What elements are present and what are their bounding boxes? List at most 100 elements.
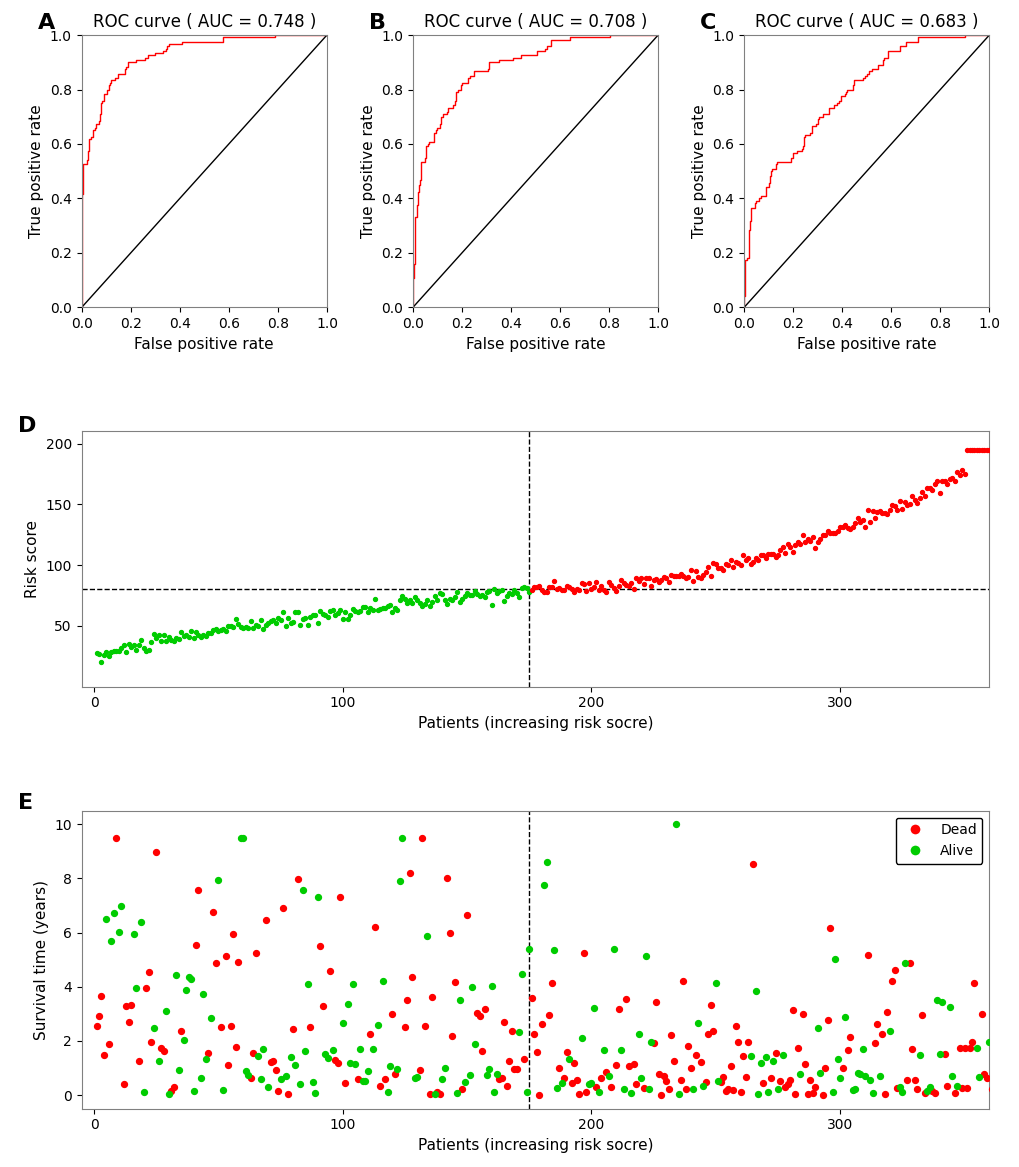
Point: [374, 972, 390, 991]
Point: [300, 974, 316, 993]
Point: [448, 1083, 465, 1102]
Point: [899, 496, 915, 515]
Point: [739, 548, 755, 567]
Point: [735, 1047, 751, 1065]
Point: [324, 1041, 340, 1060]
Point: [441, 923, 458, 942]
Point: [891, 491, 907, 510]
Point: [868, 503, 884, 522]
Point: [973, 1005, 989, 1023]
Point: [180, 967, 197, 986]
Point: [469, 585, 485, 603]
Point: [185, 1082, 202, 1100]
Point: [334, 1014, 351, 1033]
Point: [141, 641, 157, 659]
Point: [146, 624, 162, 643]
Point: [203, 624, 219, 643]
Point: [680, 1037, 696, 1056]
Point: [94, 652, 110, 671]
Point: [849, 509, 865, 527]
Point: [282, 1048, 299, 1067]
Point: [277, 1067, 293, 1085]
Point: [384, 1005, 400, 1023]
Point: [717, 554, 734, 573]
Text: B: B: [368, 13, 385, 33]
Point: [272, 1070, 288, 1089]
Point: [610, 1000, 627, 1019]
Point: [804, 527, 820, 546]
Point: [752, 1054, 768, 1072]
Point: [359, 1062, 375, 1081]
Point: [941, 469, 957, 488]
Point: [227, 610, 244, 629]
Point: [839, 1041, 855, 1060]
Point: [828, 1049, 845, 1068]
Point: [560, 578, 577, 596]
Point: [894, 499, 910, 518]
Point: [600, 573, 616, 592]
Point: [386, 1065, 403, 1084]
Point: [913, 1006, 929, 1025]
Point: [384, 602, 400, 621]
Point: [970, 1068, 986, 1086]
Point: [248, 616, 264, 635]
Point: [963, 1033, 979, 1051]
Point: [607, 581, 624, 600]
Point: [222, 616, 238, 635]
Point: [434, 1070, 450, 1089]
Point: [491, 582, 507, 601]
Point: [889, 1078, 905, 1097]
Point: [113, 896, 129, 915]
Point: [752, 545, 768, 564]
Point: [669, 566, 686, 585]
Point: [928, 471, 945, 490]
Point: [754, 545, 770, 564]
Point: [764, 1051, 781, 1070]
Point: [469, 1004, 485, 1022]
Point: [474, 1042, 490, 1061]
Point: [461, 1065, 477, 1084]
Point: [638, 946, 654, 965]
Point: [960, 1039, 976, 1057]
Point: [640, 569, 656, 588]
Point: [702, 995, 718, 1014]
Point: [821, 524, 838, 543]
Point: [774, 1046, 791, 1064]
Point: [284, 613, 301, 631]
Point: [856, 1067, 872, 1085]
Point: [414, 829, 430, 847]
Point: [245, 619, 261, 637]
Point: [540, 578, 556, 596]
Point: [667, 815, 684, 833]
Point: [543, 578, 559, 596]
Point: [210, 622, 226, 641]
Point: [801, 532, 817, 551]
Point: [792, 1065, 808, 1084]
Point: [287, 602, 304, 621]
Point: [217, 946, 233, 965]
Point: [680, 567, 696, 586]
Point: [823, 1083, 840, 1102]
Point: [243, 612, 259, 630]
Point: [953, 461, 969, 480]
Point: [901, 953, 917, 972]
Point: [548, 1078, 565, 1097]
Point: [593, 576, 609, 595]
Point: [344, 974, 361, 993]
Point: [282, 614, 299, 633]
Point: [996, 1079, 1012, 1098]
Point: [429, 1083, 445, 1102]
Point: [832, 1069, 848, 1088]
Point: [766, 547, 783, 566]
Point: [978, 1069, 995, 1088]
Point: [355, 598, 371, 616]
Point: [662, 566, 679, 585]
Point: [138, 642, 154, 661]
Title: ROC curve ( AUC = 0.748 ): ROC curve ( AUC = 0.748 ): [93, 13, 316, 30]
Point: [369, 601, 385, 620]
Point: [459, 584, 475, 602]
Point: [493, 581, 510, 600]
Point: [642, 576, 658, 595]
Point: [771, 1072, 788, 1091]
Point: [106, 903, 122, 922]
